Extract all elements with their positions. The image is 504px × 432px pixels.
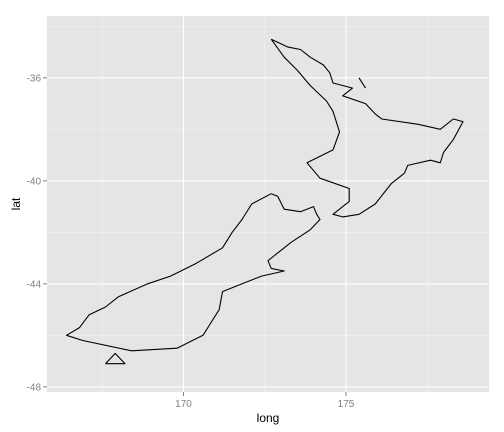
coastline-path (105, 352, 126, 365)
major-gridlines (47, 16, 489, 392)
x-tick-label: 170 (175, 399, 192, 410)
y-tick-label: -44 (27, 279, 42, 290)
y-tick-label: -36 (27, 73, 42, 84)
x-axis-title: long (257, 411, 280, 425)
coastline-path (65, 193, 321, 352)
x-axis: 170 175 (175, 392, 355, 410)
y-axis: -36 -40 -44 -48 (27, 73, 47, 393)
y-tick-label: -48 (27, 382, 42, 393)
coastline-path (270, 38, 464, 218)
minor-gridlines (47, 16, 489, 392)
y-tick-label: -40 (27, 176, 42, 187)
y-axis-title: lat (9, 197, 23, 210)
x-tick-label: 175 (338, 399, 355, 410)
plot-panel (47, 16, 489, 392)
coastline-layer (65, 38, 464, 365)
coastline-path (358, 77, 366, 89)
